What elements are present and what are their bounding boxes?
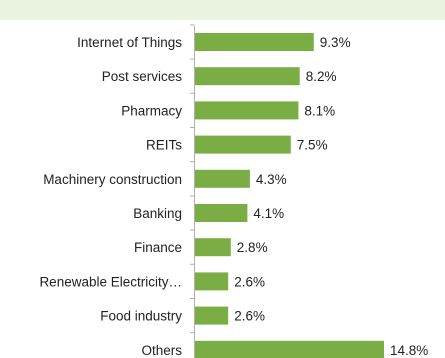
bar-4	[195, 169, 250, 188]
value-label-2: 8.1%	[304, 103, 335, 118]
bar-3	[195, 135, 291, 154]
category-label-2: Pharmacy	[121, 103, 182, 118]
value-label-5: 4.1%	[253, 206, 284, 221]
bars-layer	[195, 33, 384, 358]
value-label-6: 2.8%	[237, 240, 268, 255]
bar-0	[195, 33, 314, 51]
value-label-3: 7.5%	[297, 138, 328, 153]
category-label-1: Post services	[102, 69, 183, 84]
category-label-0: Internet of Things	[77, 35, 182, 50]
value-label-9: 14.8%	[390, 343, 428, 358]
category-label-4: Machinery construction	[43, 172, 182, 187]
bar-8	[195, 306, 229, 325]
bar-2	[195, 101, 299, 120]
labels-layer: Internet of Things 9.3% Post services 8.2% P…	[39, 35, 428, 358]
category-label-7: Renewable Electricity…	[39, 274, 182, 289]
category-label-5: Banking	[133, 206, 182, 221]
category-label-9: Others	[141, 343, 182, 358]
value-label-0: 9.3%	[320, 35, 351, 50]
category-label-3: REITs	[146, 138, 182, 153]
chart-header-band	[0, 0, 445, 20]
category-label-6: Finance	[134, 240, 182, 255]
category-label-8: Food industry	[100, 309, 182, 324]
value-label-7: 2.6%	[234, 274, 265, 289]
bar-7	[195, 272, 229, 291]
value-label-8: 2.6%	[234, 309, 265, 324]
value-label-4: 4.3%	[256, 172, 287, 187]
value-label-1: 8.2%	[306, 69, 337, 84]
bar-9	[195, 340, 384, 358]
bar-1	[195, 67, 300, 86]
bar-6	[195, 238, 231, 257]
bar-5	[195, 204, 248, 222]
